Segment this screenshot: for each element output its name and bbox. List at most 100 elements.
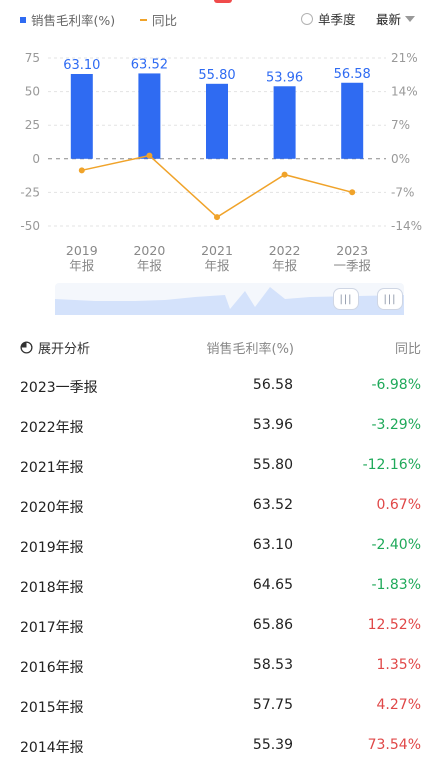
range-slider[interactable]: ||| ||| — [55, 283, 404, 315]
table-row[interactable]: 2016年报 58.53 1.35% — [20, 646, 421, 686]
top-accent-mark — [214, 0, 232, 3]
table-row[interactable]: 2023一季报 56.58 -6.98% — [20, 366, 421, 406]
row-yoy: -6.98% — [371, 377, 421, 393]
row-gross-margin: 58.53 — [252, 657, 293, 673]
legend-gross-margin[interactable]: 销售毛利率(%) — [20, 10, 115, 29]
slider-handle-right[interactable]: ||| — [377, 288, 403, 310]
table-header: 展开分析 销售毛利率(%) 同比 — [20, 332, 421, 362]
row-gross-margin: 53.96 — [252, 417, 293, 433]
bar-value-label: 63.10 — [63, 58, 100, 73]
table-row[interactable]: 2020年报 63.52 0.67% — [20, 486, 421, 526]
bar — [273, 86, 296, 159]
y-tick-right: -14% — [391, 219, 422, 233]
header-gross-margin: 销售毛利率(%) — [206, 342, 295, 357]
row-gross-margin: 56.58 — [252, 377, 293, 393]
x-tick-label: 2020 — [133, 243, 165, 258]
data-table: 2023一季报 56.58 -6.98% 2022年报 53.96 -3.29% 2021年… — [20, 366, 421, 766]
row-period: 2017年报 — [20, 620, 84, 636]
row-yoy: 1.35% — [376, 657, 421, 673]
row-gross-margin: 64.65 — [252, 577, 293, 593]
radio-icon — [301, 12, 313, 25]
row-period: 2023一季报 — [20, 380, 98, 396]
row-period: 2015年报 — [20, 700, 84, 716]
row-gross-margin: 63.52 — [252, 497, 293, 513]
legend-yoy-label: 同比 — [152, 13, 178, 28]
y-tick-left: -50 — [20, 219, 40, 233]
row-period: 2021年报 — [20, 460, 84, 476]
expand-analysis-button[interactable]: 展开分析 — [20, 338, 90, 357]
bar — [138, 73, 161, 159]
single-quarter-label: 单季度 — [318, 12, 356, 27]
row-period: 2020年报 — [20, 500, 84, 516]
table-row[interactable]: 2015年报 57.75 4.27% — [20, 686, 421, 726]
table-row[interactable]: 2019年报 63.10 -2.40% — [20, 526, 421, 566]
table-row[interactable]: 2014年报 55.39 73.54% — [20, 726, 421, 766]
row-yoy: -2.40% — [371, 537, 421, 553]
legend-line-icon — [140, 18, 147, 21]
row-gross-margin: 55.80 — [252, 457, 293, 473]
row-period: 2022年报 — [20, 420, 84, 436]
y-tick-right: -7% — [391, 185, 414, 199]
bar-value-label: 56.58 — [334, 67, 371, 82]
y-tick-right: 7% — [391, 118, 410, 132]
x-tick-label: 年报 — [137, 258, 163, 273]
row-yoy: -3.29% — [371, 417, 421, 433]
latest-dropdown[interactable]: 最新 — [376, 9, 416, 28]
gross-margin-chart: 75 21%50 14%25 7%0 0%-25 -7%-50 -14%63.102019年… — [20, 51, 422, 273]
expand-analysis-label: 展开分析 — [38, 342, 91, 357]
latest-dropdown-label: 最新 — [376, 12, 402, 27]
legend-square-icon — [20, 16, 26, 23]
y-tick-left: 0 — [32, 152, 40, 166]
yoy-point — [349, 189, 356, 196]
row-yoy: 0.67% — [376, 497, 421, 513]
bar — [70, 73, 93, 159]
x-tick-label: 年报 — [204, 258, 230, 273]
y-tick-left: -25 — [20, 185, 40, 199]
yoy-point — [146, 152, 153, 159]
legend-yoy[interactable]: 同比 — [140, 10, 177, 29]
y-tick-left: 75 — [25, 51, 40, 65]
pie-chart-icon — [20, 341, 33, 354]
x-tick-label: 2021 — [201, 243, 233, 258]
x-tick-label: 2019 — [66, 243, 98, 258]
yoy-line — [81, 154, 353, 219]
y-tick-right: 21% — [391, 51, 418, 65]
row-gross-margin: 63.10 — [252, 537, 293, 553]
single-quarter-toggle[interactable]: 单季度 — [301, 9, 356, 28]
row-yoy: -1.83% — [371, 577, 421, 593]
table-row[interactable]: 2017年报 65.86 12.52% — [20, 606, 421, 646]
table-row[interactable]: 2018年报 64.65 -1.83% — [20, 566, 421, 606]
bar — [206, 83, 228, 159]
row-yoy: -12.16% — [362, 457, 421, 473]
yoy-point — [78, 167, 85, 174]
bar — [341, 82, 364, 159]
yoy-point — [214, 214, 220, 221]
row-yoy: 12.52% — [367, 617, 421, 633]
grip-icon: ||| — [339, 293, 353, 305]
row-gross-margin: 65.86 — [252, 617, 293, 633]
y-tick-left: 50 — [25, 85, 40, 99]
row-period: 2014年报 — [20, 740, 84, 756]
slider-handle-left[interactable]: ||| — [333, 288, 359, 310]
legend-gross-margin-label: 销售毛利率(%) — [31, 13, 116, 28]
x-tick-label: 2022 — [269, 243, 301, 258]
row-yoy: 4.27% — [376, 697, 421, 713]
table-row[interactable]: 2021年报 55.80 -12.16% — [20, 446, 421, 486]
row-period: 2018年报 — [20, 580, 84, 596]
row-gross-margin: 55.39 — [252, 737, 293, 753]
row-period: 2019年报 — [20, 540, 84, 556]
row-yoy: 73.54% — [367, 737, 421, 753]
header-yoy: 同比 — [394, 342, 421, 357]
x-tick-label: 年报 — [69, 258, 95, 273]
bar-value-label: 55.80 — [198, 68, 235, 83]
bar-value-label: 63.52 — [131, 57, 168, 72]
chevron-down-icon — [405, 15, 416, 22]
y-tick-right: 14% — [391, 85, 418, 99]
row-period: 2016年报 — [20, 660, 84, 676]
slider-thumbnail-graph — [55, 287, 404, 315]
row-gross-margin: 57.75 — [252, 697, 293, 713]
yoy-point — [281, 171, 288, 178]
table-row[interactable]: 2022年报 53.96 -3.29% — [20, 406, 421, 446]
grip-icon: ||| — [383, 293, 397, 305]
y-tick-right: 0% — [391, 152, 410, 166]
